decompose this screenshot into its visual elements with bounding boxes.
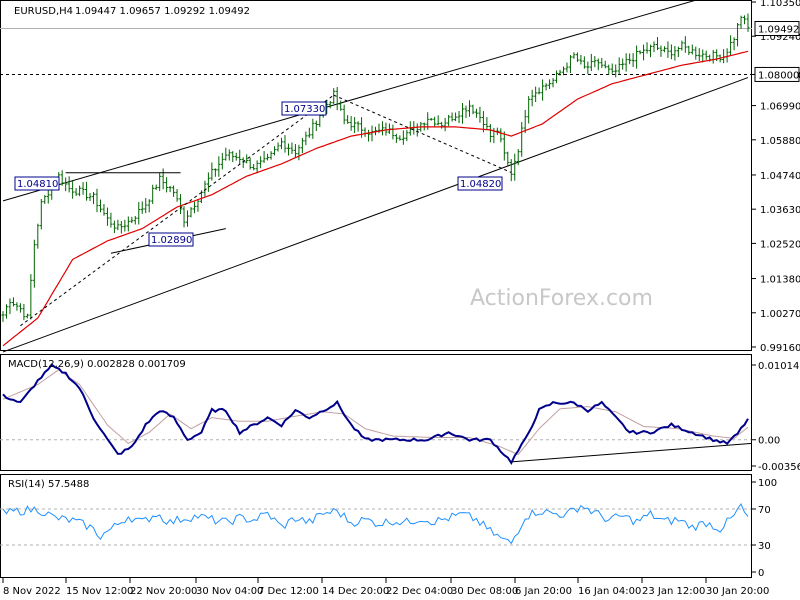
macd-tick: 0.010145 xyxy=(758,361,800,372)
x-tick: 23 Jan 12:00 xyxy=(642,586,705,597)
price-tick: 1.09240 xyxy=(760,32,800,43)
moving-average-line xyxy=(2,50,749,347)
x-tick: 16 Jan 04:00 xyxy=(578,586,641,597)
price-panel-frame xyxy=(0,0,752,351)
price-tick: 0.99160 xyxy=(760,343,800,354)
current-price-label: 1.09492 xyxy=(758,25,799,36)
rsi-label: RSI(14) 57.5488 xyxy=(8,479,89,490)
channel-line-upper xyxy=(2,0,699,202)
rsi-tick: 0 xyxy=(758,568,764,579)
macd-tick: 0.00 xyxy=(758,436,780,447)
macd-signal-line xyxy=(2,369,749,456)
x-tick: 22 Nov 20:00 xyxy=(130,586,197,597)
trend-line-dashed-2 xyxy=(333,94,512,173)
annotation-box-0 xyxy=(281,101,327,116)
annotation-label-1: 1.04810 xyxy=(17,179,58,190)
macd-panel-frame xyxy=(0,354,752,471)
price-tick: 1.03630 xyxy=(760,205,800,216)
x-tick: 30 Dec 08:00 xyxy=(451,586,518,597)
annotation-label-0: 1.07330 xyxy=(284,104,325,115)
x-tick: 15 Nov 12:00 xyxy=(66,586,133,597)
rsi-tick: 70 xyxy=(758,505,771,516)
current-price-tag xyxy=(754,21,800,37)
price-tick: 1.05880 xyxy=(760,136,800,147)
x-tick: 7 Dec 12:00 xyxy=(258,586,319,597)
price-tick: 1.00270 xyxy=(760,309,800,320)
price-tick: 1.10350 xyxy=(760,0,800,9)
chart-ohlc: 1.09447 1.09657 1.09292 1.09492 xyxy=(75,6,250,17)
x-tick: 30 Jan 20:00 xyxy=(706,586,769,597)
price-tick: 1.06990 xyxy=(760,102,800,113)
price-tick: 1.02520 xyxy=(760,239,800,250)
level-tag xyxy=(754,66,800,82)
price-tick: 1.04740 xyxy=(760,171,800,182)
chart-title: EURUSD,H4 xyxy=(14,6,73,17)
x-tick: 22 Dec 04:00 xyxy=(386,586,453,597)
annotation-label-2: 1.02890 xyxy=(151,235,192,246)
candles xyxy=(1,13,750,322)
annotation-box-3 xyxy=(457,176,503,191)
x-tick: 6 Jan 20:00 xyxy=(515,586,572,597)
macd-label: MACD(12,26,9) 0.002828 0.001709 xyxy=(8,359,186,370)
x-tick: 30 Nov 04:00 xyxy=(196,586,263,597)
annotation-box-2 xyxy=(148,232,194,247)
x-tick: 8 Nov 2022 xyxy=(3,586,61,597)
annotation-box-1 xyxy=(14,176,60,191)
macd-trend-line xyxy=(511,442,753,463)
rsi-tick: 30 xyxy=(758,541,771,552)
macd-line xyxy=(2,363,749,466)
rsi-line xyxy=(2,503,749,545)
price-tick: 1.01380 xyxy=(760,275,800,286)
macd-tick: -0.003563 xyxy=(758,462,800,473)
channel-line-lower xyxy=(2,77,749,353)
trend-line-dashed-1 xyxy=(20,94,335,327)
level-label: 1.08000 xyxy=(758,70,799,81)
watermark: ActionForex.com xyxy=(470,286,653,311)
rsi-panel-frame xyxy=(0,474,752,578)
x-tick: 14 Dec 20:00 xyxy=(322,586,389,597)
rsi-tick: 100 xyxy=(758,478,777,489)
annotation-label-3: 1.04820 xyxy=(460,179,501,190)
